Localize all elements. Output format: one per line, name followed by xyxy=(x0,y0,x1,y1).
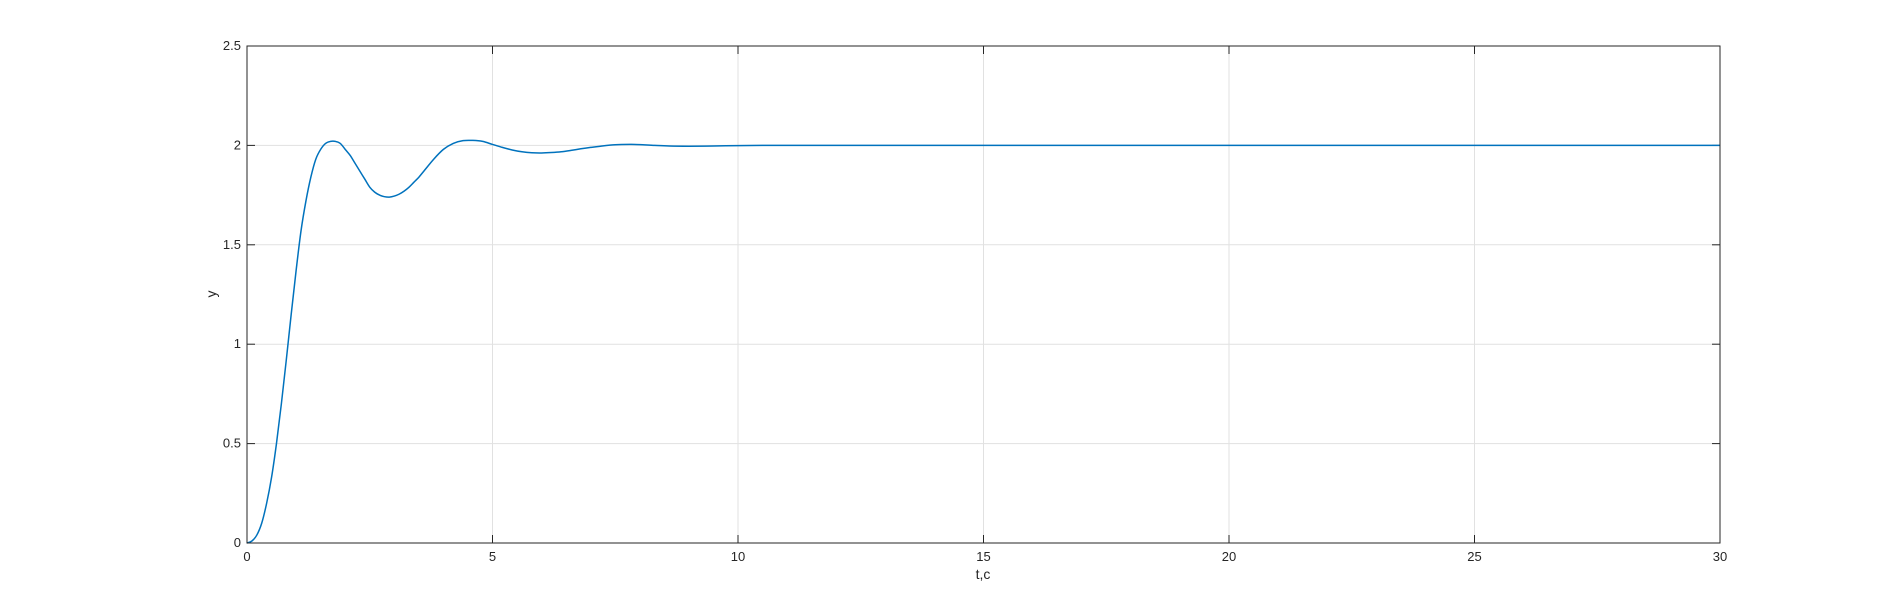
x-tick-label: 5 xyxy=(489,549,496,564)
y-tick-label: 1 xyxy=(234,336,241,351)
x-tick-label: 15 xyxy=(976,549,990,564)
y-tick-labels: 0 0.5 1 1.5 2 2.5 xyxy=(223,38,241,550)
x-tick-label: 0 xyxy=(243,549,250,564)
axes-box xyxy=(246,45,1721,544)
y-tick-label: 1.5 xyxy=(223,237,241,252)
series-line xyxy=(246,139,1720,544)
x-tick-label: 20 xyxy=(1222,549,1236,564)
x-tick-label: 10 xyxy=(731,549,745,564)
x-tick-labels: 0 5 10 15 20 25 30 xyxy=(243,549,1727,564)
y-axis-label: y xyxy=(203,291,219,298)
y-tick-label: 0.5 xyxy=(223,436,241,451)
y-tick-label: 2.5 xyxy=(223,38,241,53)
y-tick-label: 0 xyxy=(234,535,241,550)
y-tick-label: 2 xyxy=(234,137,241,152)
x-tick-label: 30 xyxy=(1713,549,1727,564)
x-axis-label: t,c xyxy=(976,566,991,582)
x-tick-label: 25 xyxy=(1467,549,1481,564)
